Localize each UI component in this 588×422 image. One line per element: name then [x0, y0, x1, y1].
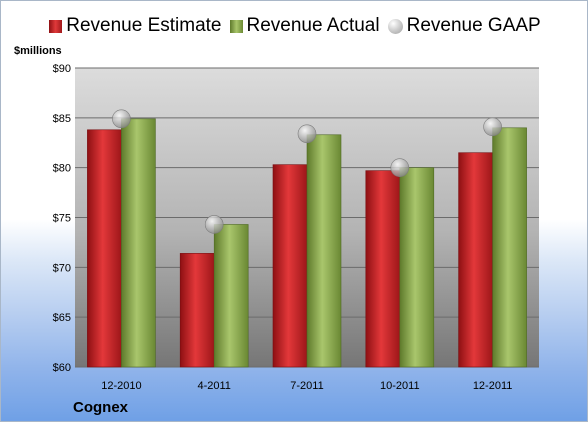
y-tick-label: $80	[53, 163, 71, 175]
legend-item-gaap: Revenue GAAP	[387, 15, 541, 37]
bar-revenue-estimate	[458, 152, 493, 368]
x-axis-labels: 12-2010 4-2011 7-2011 10-2011 12-2011	[101, 380, 512, 392]
marker-revenue-gaap	[390, 158, 410, 177]
y-tick-label: $60	[53, 362, 71, 374]
x-tick-label: 4-2011	[197, 380, 230, 392]
bar-revenue-actual	[399, 167, 435, 368]
legend-swatch-actual	[229, 19, 243, 33]
legend-label-actual: Revenue Actual	[246, 15, 380, 36]
y-tick-label: $90	[53, 63, 71, 75]
x-tick-label: 12-2011	[473, 380, 513, 392]
marker-revenue-gaap	[112, 109, 131, 129]
y-axis-ticks: $60 $65 $70 $75 $80 $85 $90	[53, 63, 71, 374]
marker-revenue-gaap	[297, 124, 317, 144]
x-tick-label: 7-2011	[290, 380, 323, 392]
y-tick-label: $75	[53, 213, 71, 225]
legend-item-actual: Revenue Actual	[229, 15, 380, 37]
y-tick-label: $65	[53, 312, 71, 324]
legend-label-gaap: Revenue GAAP	[406, 15, 541, 36]
legend-swatch-estimate	[49, 19, 63, 33]
bar-revenue-estimate	[179, 253, 215, 368]
bar-revenue-actual	[121, 118, 156, 368]
bar-revenue-actual	[306, 134, 342, 368]
marker-revenue-gaap	[204, 215, 224, 234]
bar-revenue-estimate	[87, 129, 122, 368]
chart-legend: Revenue Estimate Revenue Actual Revenue …	[1, 15, 588, 37]
x-tick-label: 10-2011	[380, 380, 420, 392]
marker-revenue-gaap	[483, 117, 502, 137]
legend-item-estimate: Revenue Estimate	[49, 15, 222, 37]
x-tick-label: 12-2010	[101, 380, 141, 392]
bar-series	[87, 118, 527, 368]
bar-revenue-estimate	[365, 170, 401, 368]
company-name: Cognex	[73, 399, 129, 416]
gaap-markers	[112, 109, 502, 234]
bar-revenue-actual	[492, 127, 527, 368]
legend-label-estimate: Revenue Estimate	[66, 15, 222, 36]
y-tick-label: $85	[53, 113, 71, 125]
legend-swatch-gaap	[387, 18, 403, 34]
y-tick-label: $70	[53, 262, 71, 274]
bar-revenue-actual	[213, 224, 249, 368]
bar-revenue-estimate	[272, 164, 308, 368]
y-axis-unit-label: $millions	[14, 45, 62, 57]
